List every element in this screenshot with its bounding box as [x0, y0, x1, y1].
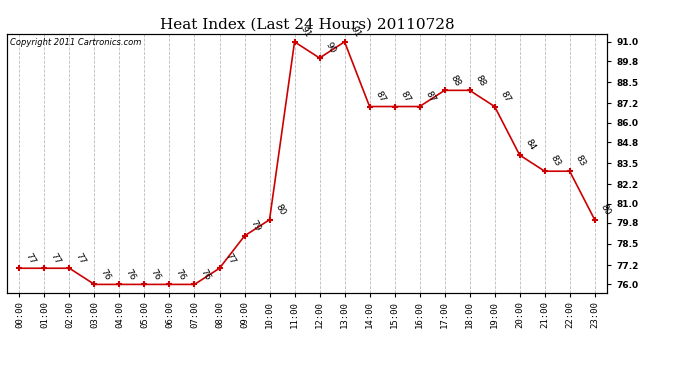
- Title: Heat Index (Last 24 Hours) 20110728: Heat Index (Last 24 Hours) 20110728: [160, 17, 454, 31]
- Text: 76: 76: [174, 267, 187, 282]
- Text: 77: 77: [48, 251, 62, 266]
- Text: 87: 87: [399, 89, 413, 104]
- Text: 87: 87: [499, 89, 513, 104]
- Text: 76: 76: [199, 267, 213, 282]
- Text: Copyright 2011 Cartronics.com: Copyright 2011 Cartronics.com: [10, 38, 141, 46]
- Text: 77: 77: [23, 251, 37, 266]
- Text: 87: 87: [374, 89, 387, 104]
- Text: 76: 76: [148, 267, 162, 282]
- Text: 84: 84: [524, 138, 538, 152]
- Text: 90: 90: [324, 41, 337, 55]
- Text: 87: 87: [424, 89, 437, 104]
- Text: 91: 91: [299, 25, 313, 39]
- Text: 83: 83: [549, 154, 562, 168]
- Text: 83: 83: [574, 154, 587, 168]
- Text: 77: 77: [74, 251, 87, 266]
- Text: 77: 77: [224, 251, 237, 266]
- Text: 80: 80: [274, 202, 287, 217]
- Text: 79: 79: [248, 219, 262, 233]
- Text: 76: 76: [124, 267, 137, 282]
- Text: 91: 91: [348, 25, 362, 39]
- Text: 80: 80: [599, 202, 613, 217]
- Text: 76: 76: [99, 267, 112, 282]
- Text: 88: 88: [448, 73, 462, 88]
- Text: 88: 88: [474, 73, 487, 88]
